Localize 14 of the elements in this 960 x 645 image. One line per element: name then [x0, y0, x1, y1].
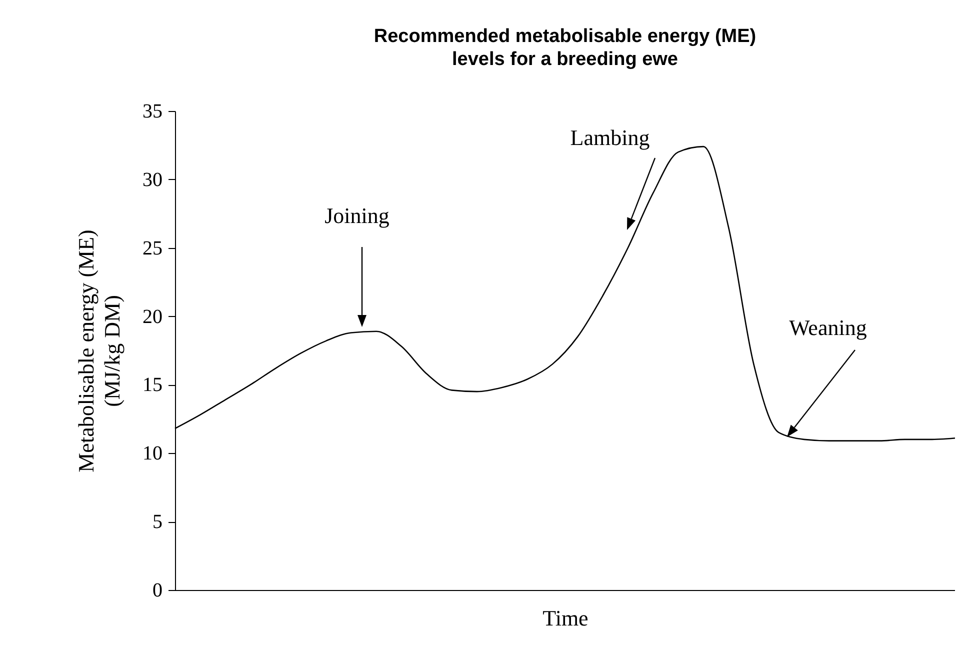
y-axis-title: Metabolisable energy (ME) (MJ/kg DM) — [74, 230, 124, 472]
y-tick-label: 20 — [142, 306, 162, 328]
y-tick-label: 30 — [142, 168, 162, 191]
y-tick-label: 10 — [142, 442, 162, 465]
annotation: Lambing — [570, 125, 650, 150]
y-tick-label: 35 — [142, 100, 162, 122]
y-tick-label: 25 — [142, 237, 162, 260]
chart-title: Recommended metabolisable energy (ME) levels for a breeding ewe — [374, 26, 756, 70]
y-tick-label: 0 — [152, 580, 162, 602]
annotation: Joining — [324, 203, 390, 228]
y-tick-label: 5 — [152, 511, 162, 534]
y-tick-label: 15 — [142, 374, 162, 396]
annotation: Weaning — [789, 315, 867, 340]
x-axis-title: Time — [542, 606, 588, 630]
